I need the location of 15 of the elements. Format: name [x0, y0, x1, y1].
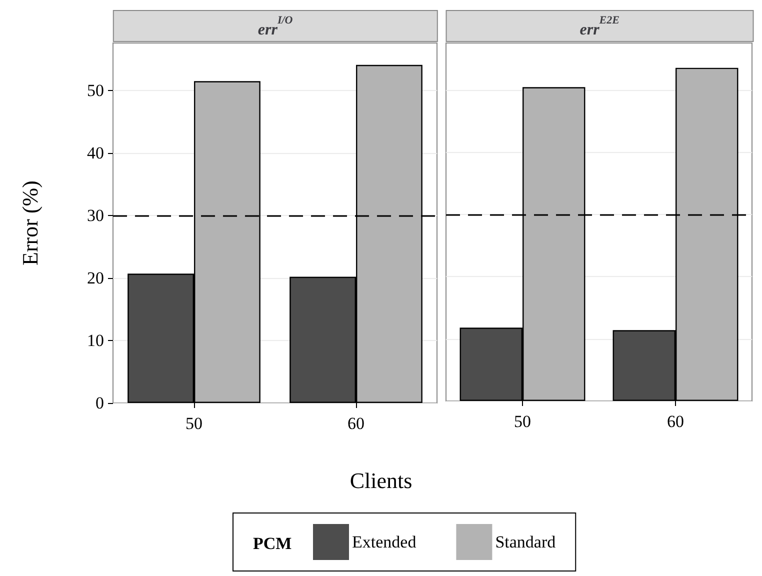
x-tick-label: 60	[348, 414, 364, 433]
x-tick-label: 50	[514, 412, 531, 431]
x-tick-label: 50	[186, 414, 202, 433]
y-tick-label: 0	[96, 394, 104, 412]
x-axis-title: Clients	[348, 468, 414, 494]
legend-label: Standard	[495, 532, 556, 552]
y-tick-label: 10	[87, 331, 104, 350]
legend-title: PCM	[253, 534, 292, 553]
y-axis-title: Error (%)	[18, 180, 42, 266]
y-tick-label: 30	[87, 206, 104, 225]
y-tick-label: 40	[87, 144, 104, 162]
legend-label: Extended	[352, 532, 417, 552]
x-tick-label: 60	[667, 412, 684, 431]
y-tick-label: 50	[87, 81, 104, 100]
y-tick-label: 20	[87, 268, 104, 288]
